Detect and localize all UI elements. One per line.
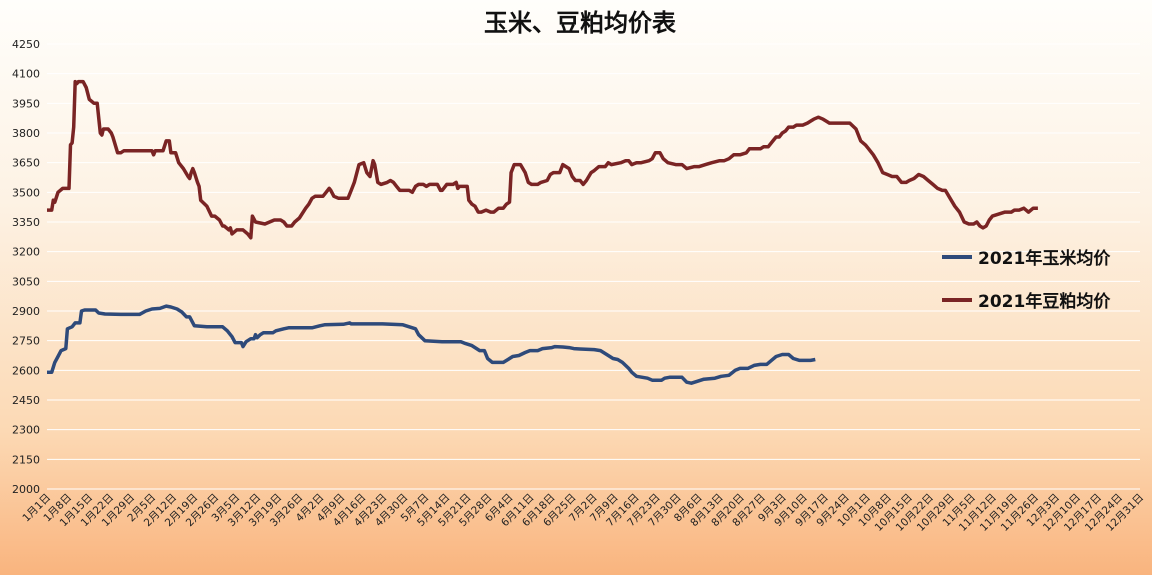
x-axis-ticks: 1月1日1月8日1月15日1月22日1月29日2月5日2月12日2月19日2月2… <box>20 492 1146 534</box>
y-tick-label: 3950 <box>12 97 40 110</box>
y-tick-label: 3500 <box>12 186 40 199</box>
chart-legend: 2021年玉米均价 2021年豆粕均价 <box>942 248 1111 312</box>
chart-grid <box>47 43 1140 490</box>
y-tick-label: 2300 <box>12 424 40 437</box>
legend-label-meal: 2021年豆粕均价 <box>978 291 1111 312</box>
y-tick-label: 2150 <box>12 453 40 466</box>
series-lines <box>47 79 1038 385</box>
y-tick-label: 4250 <box>12 38 40 51</box>
y-tick-label: 4100 <box>12 68 40 81</box>
y-tick-label: 3200 <box>12 246 40 259</box>
y-tick-label: 2900 <box>12 305 40 318</box>
y-axis-ticks: 2000 2150 2300 2450 2600 2750 2900 3050 3200 3350… <box>12 38 40 496</box>
y-tick-label: 3800 <box>12 127 40 140</box>
y-tick-label: 2600 <box>12 364 40 377</box>
series-line-soymeal <box>47 79 1038 240</box>
series-line-corn <box>47 304 816 385</box>
legend-label-corn: 2021年玉米均价 <box>978 248 1111 269</box>
y-tick-label: 3050 <box>12 275 40 288</box>
y-tick-label: 2750 <box>12 335 40 348</box>
y-tick-label: 3650 <box>12 157 40 170</box>
y-tick-label: 3350 <box>12 216 40 229</box>
chart-title: 玉米、豆粕均价表 <box>484 9 677 37</box>
y-tick-label: 2000 <box>12 483 40 496</box>
y-tick-label: 2450 <box>12 394 40 407</box>
